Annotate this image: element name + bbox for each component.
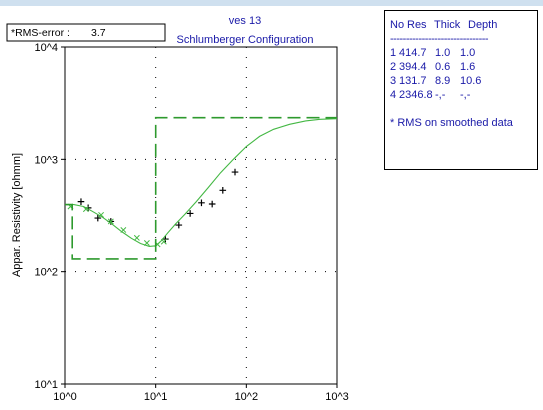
header-depth: Depth <box>468 19 498 31</box>
layer-depth: 10.6 <box>460 75 482 87</box>
layer-depth: 1.0 <box>460 47 476 59</box>
layer-thick: 0.6 <box>435 61 451 73</box>
y-tick-label: 10^2 <box>34 267 58 279</box>
header-no: No <box>390 19 405 31</box>
series-layer <box>65 116 338 260</box>
layer-thick: -,- <box>435 89 446 101</box>
layer-thick: 1.0 <box>435 47 451 59</box>
y-axis-label: Appar. Resistivity [ohmm] <box>11 153 23 277</box>
plot-frame <box>64 46 338 385</box>
x-tick-label: 10^1 <box>144 391 168 403</box>
layer-res: 414.7 <box>399 47 427 59</box>
measured-point <box>175 221 183 229</box>
measured-point <box>94 214 102 222</box>
chart-subtitle: Schlumberger Configuration <box>177 34 314 46</box>
y-tick-label: 10^4 <box>34 42 58 54</box>
y-tick-label: 10^3 <box>34 154 58 166</box>
layer-no: 2 <box>390 61 397 73</box>
measured-point <box>198 199 205 207</box>
layer-res: 131.7 <box>399 75 427 87</box>
measured-point <box>208 200 216 208</box>
axis-ticks: 10^0 10^1 10^2 10^310^110^210^310^4 <box>34 42 348 403</box>
layer-model-panel: No Res Thick Depth ---------------------… <box>384 10 538 170</box>
header-thick: Thick <box>434 19 461 31</box>
rms-box <box>6 23 166 42</box>
rms-label: *RMS-error : <box>11 27 70 39</box>
layer-row: 4 2346.8 -,- -,- <box>390 89 537 101</box>
smoothed-point <box>98 211 105 218</box>
chart-title: ves 13 <box>229 15 261 27</box>
layer-row: 3 131.7 8.9 10.6 <box>390 75 537 87</box>
layer-thick: 8.9 <box>435 75 451 87</box>
layer-no: 1 <box>390 47 397 59</box>
smoothed-point <box>133 234 140 241</box>
y-tick-label: 10^1 <box>34 379 58 391</box>
header-res: Res <box>407 19 427 31</box>
layer-no: 4 <box>390 89 397 101</box>
measured-point <box>186 210 194 217</box>
header-separator: ------------------------------- <box>390 33 489 45</box>
rms-note: * RMS on smoothed data <box>390 117 513 129</box>
calculated-curve <box>65 118 338 247</box>
measured-point <box>77 198 85 205</box>
layer-res: 394.4 <box>399 61 427 73</box>
layer-table-header: No Res Thick Depth <box>390 19 537 31</box>
layer-row: 2 394.4 0.6 1.6 <box>390 61 537 73</box>
grid-lines <box>65 47 337 384</box>
layer-res: 2346.8 <box>399 89 433 101</box>
rms-value: 3.7 <box>91 27 106 39</box>
window-top-strip <box>0 0 543 6</box>
x-tick-label: 10^0 <box>53 391 77 403</box>
x-tick-label: 10^3 <box>325 391 349 403</box>
smoothed-point <box>107 218 114 225</box>
x-tick-label: 10^2 <box>235 391 259 403</box>
layer-depth: 1.6 <box>460 61 476 73</box>
layered-model-line <box>65 116 337 260</box>
measured-point <box>219 187 227 194</box>
layer-row: 1 414.7 1.0 1.0 <box>390 47 537 59</box>
layer-no: 3 <box>390 75 397 87</box>
measured-point <box>231 168 239 176</box>
layer-depth: -,- <box>460 89 471 101</box>
